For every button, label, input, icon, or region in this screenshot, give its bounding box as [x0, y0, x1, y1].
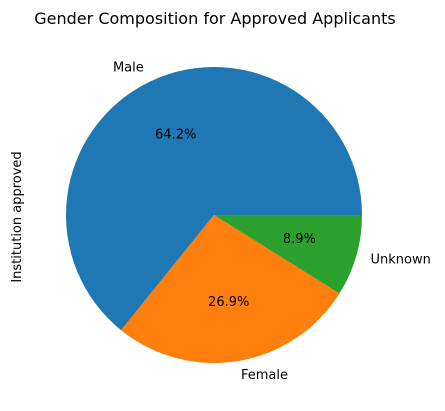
- pie-slice-unknown: [214, 215, 362, 294]
- pie-slice-female: [121, 215, 340, 364]
- pie-labels: Male 64.2% Female 26.9% Unknown 8.9%: [113, 61, 431, 383]
- y-axis-label: Institution approved: [10, 151, 25, 282]
- pie-slices: [66, 67, 363, 364]
- slice-percent-unknown: 8.9%: [283, 232, 316, 247]
- chart-title: Gender Composition for Approved Applican…: [34, 9, 395, 28]
- slice-label-unknown: Unknown: [370, 252, 430, 267]
- pie-slice-male: [66, 67, 363, 331]
- slice-label-male: Male: [113, 61, 144, 76]
- slice-percent-female: 26.9%: [208, 295, 249, 310]
- slice-label-female: Female: [241, 368, 288, 383]
- slice-percent-male: 64.2%: [155, 127, 196, 142]
